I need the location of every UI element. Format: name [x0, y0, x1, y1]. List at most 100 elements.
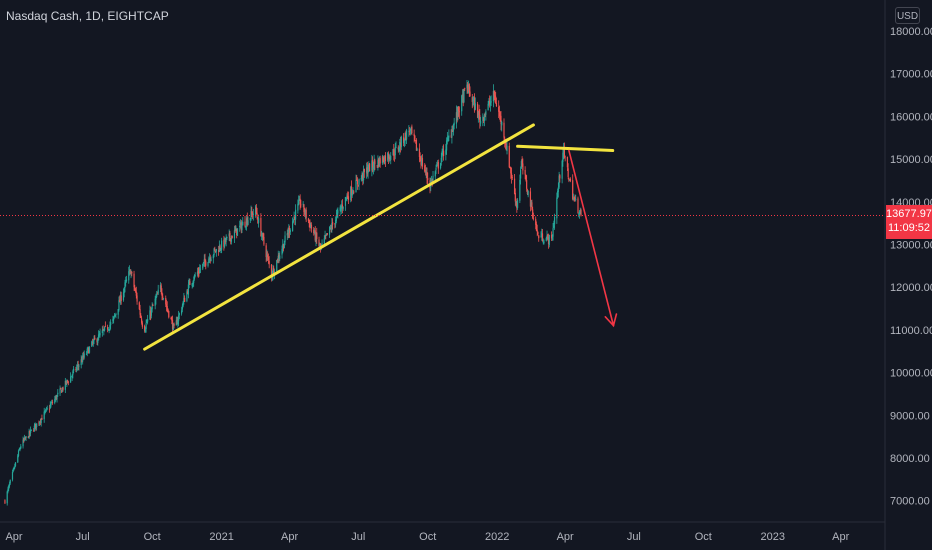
candle-body [552, 228, 554, 237]
drawings-layer[interactable] [143, 123, 618, 351]
candle-body [305, 209, 307, 219]
candle-body [381, 156, 384, 164]
candle-body [315, 233, 317, 242]
candle-body [218, 249, 220, 253]
resistance-line[interactable] [516, 144, 615, 153]
candle-body [440, 157, 442, 163]
candle-body [219, 246, 221, 250]
candle-body [156, 293, 158, 297]
candle-body [515, 201, 517, 203]
candle-body [557, 191, 559, 198]
candle-body [531, 202, 533, 210]
candle-body [224, 238, 226, 243]
candle-body [345, 197, 347, 199]
candle-body [267, 256, 270, 261]
candle-body [340, 207, 342, 209]
candle-body [328, 226, 331, 235]
candle-body [432, 175, 434, 182]
candle-body [151, 306, 153, 310]
candle-body [60, 389, 63, 393]
candle-body [559, 175, 561, 179]
candle-body [448, 135, 450, 138]
candle-body [147, 319, 149, 322]
candle-body [175, 320, 177, 326]
candle-body [123, 288, 125, 293]
candle-body [326, 233, 328, 235]
projection-arrow-shaft[interactable] [568, 149, 615, 327]
candle-body [394, 147, 396, 156]
candle-body [24, 437, 26, 439]
candle-body [352, 191, 354, 193]
candle-body [246, 217, 248, 225]
candle-body [532, 217, 535, 219]
ascending-trendline[interactable] [143, 123, 535, 351]
candle-body [265, 245, 267, 258]
candle-body [477, 111, 479, 119]
candle-body [284, 235, 286, 243]
candle-body [577, 198, 579, 214]
candle-body [434, 171, 436, 177]
candle-body [262, 233, 264, 238]
candle-body [513, 178, 516, 194]
candle-body [383, 161, 385, 164]
candle-body [551, 237, 553, 239]
candle-body [308, 220, 310, 223]
candle-body [574, 197, 576, 199]
price-tick-label: 7000.00 [890, 496, 930, 508]
candle-body [408, 131, 410, 132]
candle-body [65, 380, 67, 385]
candle-body [33, 430, 35, 432]
candle-body [356, 179, 358, 181]
candle-body [7, 488, 9, 492]
candle-body [235, 227, 237, 232]
candle-body [14, 462, 17, 467]
time-tick-label: Jul [351, 531, 365, 543]
candle-body [562, 152, 564, 162]
candle-body [91, 342, 94, 344]
candle-body [409, 130, 411, 132]
candle-body [191, 283, 193, 286]
candle-body [461, 95, 463, 112]
candle-body [451, 129, 453, 138]
price-axis[interactable]: 18000.0017000.0016000.0015000.0014000.00… [890, 26, 932, 508]
candle-body [113, 316, 115, 320]
candle-body [64, 380, 66, 390]
candle-body [500, 115, 502, 125]
candle-body [8, 485, 10, 490]
candle-body [490, 101, 492, 103]
candle-body [402, 137, 405, 143]
candle-body [73, 368, 75, 371]
candle-body [196, 272, 199, 275]
candle-body [362, 169, 365, 181]
candle-body [277, 255, 279, 263]
price-tick-label: 12000.00 [890, 282, 932, 294]
candle-body [478, 109, 480, 116]
candle-body [314, 230, 316, 241]
candle-body [324, 235, 326, 238]
candle-body [270, 264, 273, 278]
candle-body [208, 257, 211, 259]
candle-body [75, 369, 77, 371]
candle-body [77, 364, 79, 366]
candle-body [319, 244, 321, 246]
candle-body [276, 260, 278, 271]
currency-badge[interactable]: USD [895, 7, 920, 24]
candle-body [291, 221, 294, 232]
candle-body [393, 154, 396, 156]
candle-body [436, 162, 439, 164]
projection-arrow-head[interactable] [604, 313, 618, 328]
candle-body [230, 236, 233, 242]
candle-body [426, 171, 428, 178]
candle-body [532, 209, 534, 218]
candle-body [572, 197, 575, 200]
candle-body [363, 169, 365, 173]
candle-body [467, 84, 470, 93]
candle-body [152, 305, 154, 306]
candle-body [405, 132, 407, 141]
symbol-title[interactable]: Nasdaq Cash, 1D, EIGHTCAP [6, 9, 169, 23]
candle-body [418, 148, 421, 158]
candle-body [214, 250, 217, 252]
candle-body [57, 392, 59, 395]
time-axis[interactable]: Apr Jul Oct 2021 Apr Jul Oct 2022 Apr Jul Oct 2023 A… [5, 531, 849, 543]
